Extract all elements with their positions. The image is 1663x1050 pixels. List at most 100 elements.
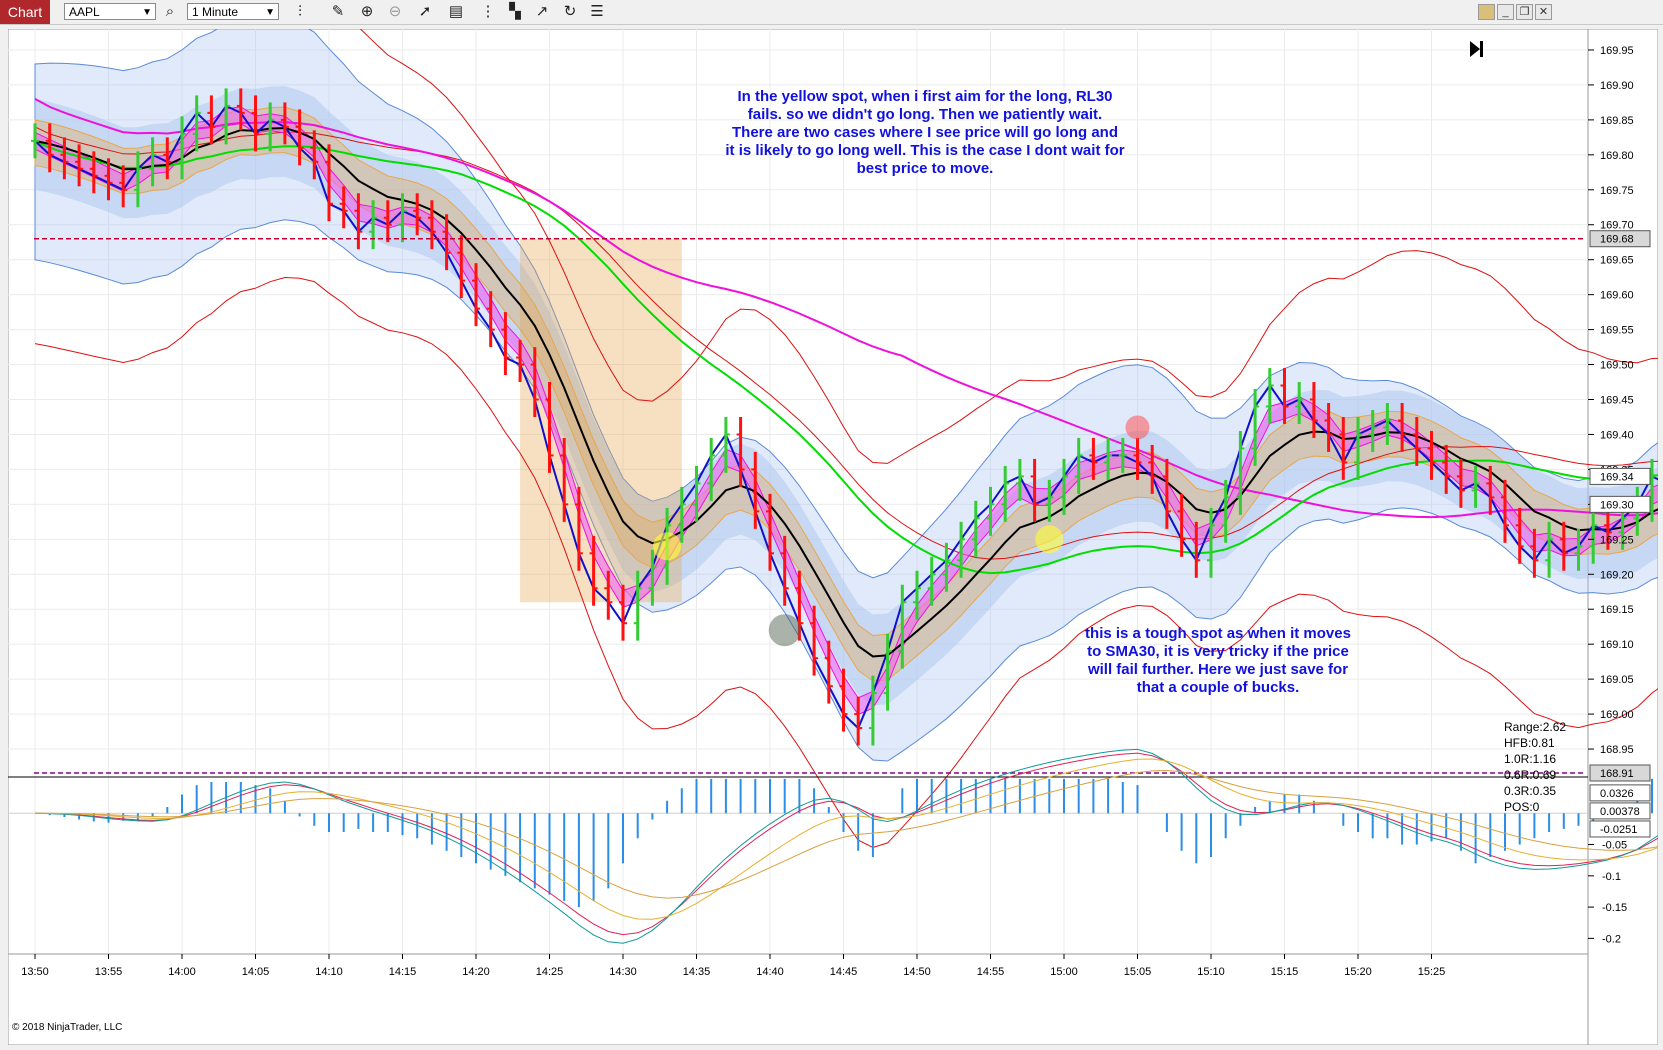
x-tick-label: 14:25 — [536, 966, 564, 978]
close-button[interactable]: ✕ — [1535, 4, 1552, 20]
play-end-icon[interactable] — [1470, 41, 1483, 57]
price-levels — [34, 237, 1584, 774]
price-chart[interactable]: 169.95 169.90 169.85 169.80 169.75 169.70 169.… — [8, 29, 1658, 1045]
down-bar — [1089, 437, 1098, 480]
zoom-in-icon[interactable]: ⊕ — [360, 3, 374, 20]
y-tick-label: 169.95 — [1600, 45, 1634, 57]
up-bar — [1383, 403, 1392, 445]
price-marker-label: 168.91 — [1600, 768, 1634, 780]
down-bar — [530, 347, 539, 417]
color-swatch-button[interactable] — [1478, 4, 1495, 20]
y-tick-label: 169.50 — [1600, 360, 1634, 372]
down-bar — [501, 312, 510, 376]
down-bar — [325, 144, 333, 222]
chevron-down-icon: ▼ — [142, 7, 152, 18]
down-bar — [1177, 493, 1186, 557]
up-bar — [1060, 458, 1068, 515]
y-tick-label: 168.95 — [1600, 744, 1634, 756]
y-tick-label: 169.20 — [1600, 569, 1634, 581]
y-tick-label: 169.70 — [1600, 220, 1634, 232]
stats-line: Range:2.62 — [1504, 720, 1566, 734]
up-bar — [222, 88, 231, 145]
down-bar — [310, 130, 319, 180]
top-annotation-line: best price to move. — [857, 160, 994, 177]
interval-selector[interactable]: 1 Minute ▼ — [187, 3, 279, 20]
x-tick-label: 14:45 — [830, 966, 858, 978]
x-tick-label: 14:10 — [315, 966, 343, 978]
zoom-out-icon[interactable]: ⊖ — [388, 3, 402, 20]
search-icon[interactable]: ⌕ — [165, 3, 175, 20]
down-bar — [1339, 416, 1348, 480]
y-tick-label: 169.00 — [1600, 709, 1634, 721]
bar-type-icon[interactable]: ⫶ — [298, 3, 302, 20]
up-bar — [178, 116, 186, 180]
y-tick-label: 169.25 — [1600, 534, 1634, 546]
pointer-icon[interactable]: ➚ — [418, 3, 432, 20]
copyright-text: © 2018 NinjaTrader, LLC — [12, 1022, 122, 1033]
up-bar — [648, 549, 657, 606]
up-bar — [1118, 437, 1127, 473]
up-bar — [1354, 416, 1362, 480]
data-box-icon[interactable]: ▤ — [448, 3, 464, 20]
y-tick-label: 169.75 — [1600, 185, 1634, 197]
x-tick-label: 13:55 — [95, 966, 123, 978]
up-bar — [1236, 430, 1245, 515]
x-tick-label: 14:35 — [683, 966, 711, 978]
down-bar — [1486, 465, 1495, 515]
y-tick-label: 169.90 — [1600, 80, 1634, 92]
refresh-icon[interactable]: ↻ — [563, 3, 577, 20]
yellow-spot-1 — [653, 532, 682, 561]
drawing-tool-icon[interactable]: ↗ — [535, 3, 549, 20]
up-bar — [192, 95, 201, 152]
grid — [8, 29, 1588, 954]
bottom-annotation-line: this is a tough spot as when it moves — [1085, 625, 1351, 642]
properties-icon[interactable]: ☰ — [590, 3, 604, 20]
up-bar — [133, 151, 142, 208]
down-bar — [457, 235, 466, 299]
down-bar — [251, 95, 260, 152]
down-bar — [339, 186, 348, 229]
down-bar — [1530, 528, 1539, 578]
up-bar — [707, 437, 716, 501]
up-bar — [721, 416, 730, 473]
up-bar — [633, 570, 642, 641]
x-tick-label: 14:05 — [242, 966, 270, 978]
down-bar — [486, 291, 495, 348]
x-tick-label: 14:50 — [903, 966, 931, 978]
down-bar — [751, 451, 760, 529]
down-bar — [1148, 444, 1157, 494]
instrument-selector[interactable]: AAPL ▼ — [64, 3, 156, 20]
up-bar — [1221, 479, 1230, 543]
down-bar — [1427, 430, 1436, 480]
pencil-icon[interactable]: ✎ — [331, 3, 345, 20]
chart-style-icon[interactable]: ▚ — [509, 3, 521, 20]
x-tick-label: 15:25 — [1418, 966, 1446, 978]
upper-envelope-line — [359, 29, 1658, 464]
x-tick-label: 14:40 — [756, 966, 784, 978]
down-bar — [295, 109, 304, 166]
oscillator-marker-box — [1589, 820, 1651, 838]
down-bar — [1515, 507, 1524, 564]
chart-tab[interactable]: Chart — [0, 0, 50, 24]
restore-button[interactable]: ❐ — [1516, 4, 1533, 20]
up-bar — [868, 675, 877, 746]
magenta-ribbon — [34, 106, 1658, 716]
top-annotation-line: There are two cases where I see price wi… — [732, 124, 1118, 141]
y-tick-label: 169.45 — [1600, 395, 1634, 407]
y-tick-label: 169.15 — [1600, 604, 1634, 616]
down-bar — [75, 144, 84, 187]
mid-red-line — [34, 126, 1658, 560]
down-bar — [545, 382, 554, 473]
up-bar — [1207, 507, 1215, 578]
minimize-button[interactable]: _ — [1497, 4, 1514, 20]
bar-spacing-icon[interactable]: ⋮ — [480, 3, 496, 20]
down-bar — [45, 123, 54, 173]
up-bar — [266, 102, 275, 152]
stats-line: POS:0 — [1504, 800, 1540, 814]
down-bar — [824, 640, 833, 704]
oscillator-marker-label: 0.0326 — [1600, 788, 1634, 800]
down-bar — [60, 137, 69, 180]
up-bar — [1589, 507, 1598, 564]
x-tick-label: 14:20 — [462, 966, 490, 978]
down-bar — [854, 696, 863, 746]
